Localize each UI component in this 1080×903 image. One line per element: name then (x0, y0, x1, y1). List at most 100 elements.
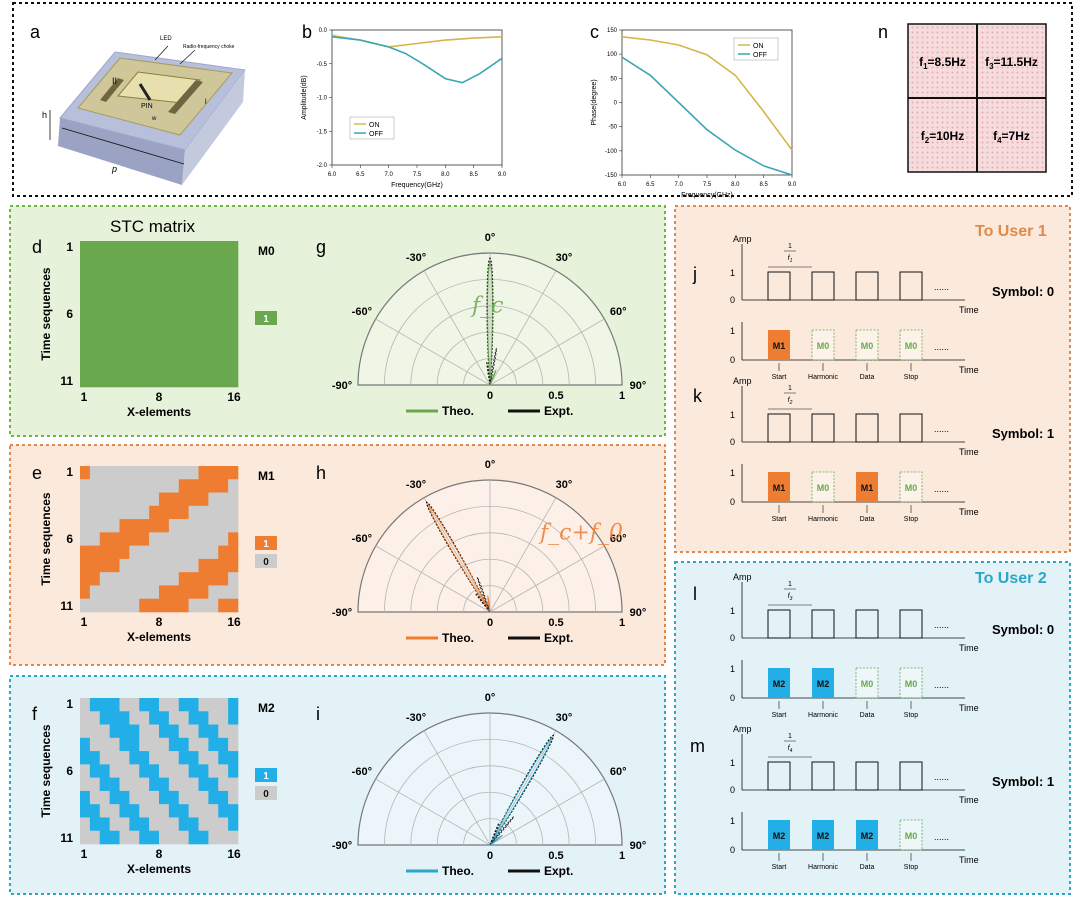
period-den: f2 (788, 397, 793, 406)
matrix-cell (119, 698, 130, 712)
x-tick-label: 9.0 (788, 182, 797, 188)
legend-label: 1 (263, 539, 269, 550)
matrix-cell (198, 241, 209, 255)
matrix-cell (188, 373, 199, 388)
matrix-cell (109, 777, 120, 792)
matrix-cell (129, 737, 140, 752)
matrix-cell (129, 519, 140, 533)
matrix-cell (139, 492, 150, 507)
state-label: M0 (817, 483, 830, 493)
matrix-cell (80, 751, 91, 765)
matrix-cell (188, 307, 199, 321)
legend-swatch (255, 768, 277, 782)
pulse (855, 271, 879, 301)
matrix-cell (178, 333, 189, 348)
matrix-cell (218, 307, 229, 321)
amp-label: Amp (733, 724, 752, 734)
time-label-2: Time (959, 507, 979, 517)
matrix-cell (188, 241, 199, 255)
pulse (855, 761, 879, 791)
panel-letter-f: f (32, 704, 38, 724)
matrix-cell (109, 347, 120, 361)
matrix-cell (149, 558, 160, 573)
matrix-cell (198, 558, 209, 573)
polar-g: -90° -60° -30° 0° 30° 60° 90° 0 0.5 1 f_c Theo. Expt… (332, 232, 646, 418)
user2-title: To User 2 (975, 570, 1047, 587)
matrix-cell (89, 764, 101, 778)
matrix-cell (228, 790, 239, 805)
matrix-cell (178, 764, 189, 778)
matrix-cell (198, 724, 209, 739)
matrix-cell (80, 373, 91, 388)
angle-tick-label: -30° (406, 479, 426, 491)
matrix-cell (178, 347, 189, 361)
matrix-cell (188, 254, 199, 268)
label-w: w (151, 116, 157, 122)
matrix-cell (198, 519, 209, 533)
matrix-cell (208, 777, 219, 792)
matrix-cell (99, 373, 110, 388)
matrix-cell (228, 347, 239, 361)
matrix-cell (80, 505, 91, 520)
matrix-cell (139, 764, 150, 778)
panel-letter-j: j (692, 264, 697, 284)
matrix-cell (80, 585, 91, 600)
matrix-cell (99, 347, 110, 361)
state-label: M1 (861, 483, 874, 493)
matrix-cell (99, 280, 110, 295)
period-num: 1 (788, 733, 792, 740)
stc-matrix-title: STC matrix (110, 217, 196, 236)
matrix-cell (109, 333, 120, 348)
matrix-cell (188, 724, 199, 739)
matrix-cell (168, 737, 180, 752)
x-tick-label: 6.0 (618, 182, 627, 188)
matrix-cell (129, 360, 140, 375)
matrix-cell (149, 764, 160, 778)
matrix-cell (228, 698, 239, 712)
matrix-cell (129, 585, 140, 600)
matrix-cell (178, 373, 189, 388)
matrix-cell (159, 598, 170, 613)
matrix-cell (129, 479, 140, 493)
matrix-cell (129, 373, 140, 388)
matrix-cell (228, 267, 239, 282)
matrix-cell (198, 320, 209, 335)
matrix-cell (208, 347, 219, 361)
matrix-cell (218, 790, 229, 805)
matrix-cell (178, 572, 189, 586)
matrix-cell (188, 320, 199, 335)
matrix-cell (159, 698, 170, 712)
matrix-cell (149, 532, 160, 546)
matrix-cell (89, 724, 101, 739)
matrix-cell (198, 817, 209, 832)
matrix-cell (198, 698, 209, 712)
state-label: M0 (905, 341, 918, 351)
matrix-cell (149, 585, 160, 600)
angle-tick-label: -90° (332, 840, 352, 852)
angle-tick-label: -30° (406, 712, 426, 724)
y-tick-label: 11 (60, 374, 73, 388)
matrix-cell (80, 711, 91, 725)
matrix-cell (218, 830, 229, 845)
frequency-label: f2=10Hz (921, 129, 964, 145)
matrix-cell (149, 572, 160, 586)
matrix-cell (89, 711, 101, 725)
polar-spoke (423, 497, 491, 613)
pulse (899, 413, 923, 443)
matrix-cell (89, 479, 101, 493)
matrix-cell (208, 479, 219, 493)
matrix-cell (228, 280, 239, 295)
matrix-cell (218, 751, 229, 765)
matrix-cell (149, 360, 160, 375)
x-tick-label: 16 (227, 615, 241, 629)
matrix-cell (119, 545, 130, 560)
matrix-cell (129, 294, 140, 308)
matrix-cell (89, 294, 101, 308)
matrix-cell (129, 241, 140, 255)
y-tick-label: -100 (605, 149, 618, 155)
matrix-cell (188, 360, 199, 375)
matrix-cell (218, 711, 229, 725)
radial-tick-label: 0.5 (548, 850, 563, 862)
matrix-cell (198, 373, 209, 388)
